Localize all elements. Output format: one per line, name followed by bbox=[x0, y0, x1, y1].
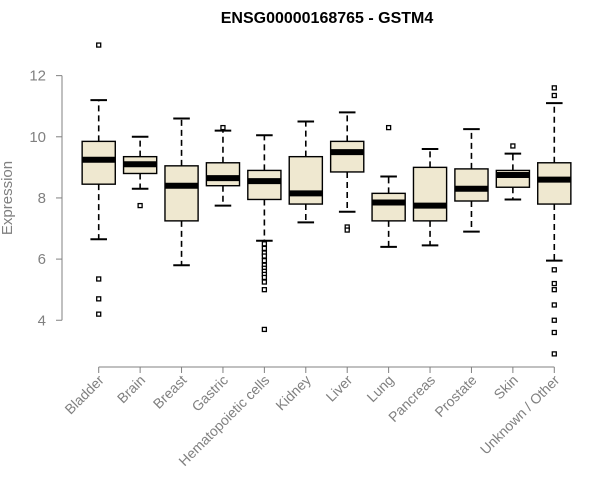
box-gastric bbox=[205, 124, 241, 207]
iqr-box bbox=[329, 140, 365, 173]
y-tick-label: 8 bbox=[38, 190, 46, 207]
iqr-box bbox=[412, 166, 448, 222]
box-lung bbox=[371, 124, 406, 248]
y-tick-label: 6 bbox=[38, 251, 46, 268]
x-tick-label: Unknown / Other bbox=[477, 372, 563, 458]
iqr-box bbox=[288, 155, 324, 205]
y-axis: 4 6 8 10 12 bbox=[29, 68, 63, 329]
outlier-point bbox=[551, 329, 557, 336]
box-kidney bbox=[288, 120, 324, 224]
iqr-box bbox=[537, 162, 572, 205]
y-tick-label: 12 bbox=[29, 68, 46, 85]
box-skin bbox=[495, 143, 531, 201]
box-hematopoietic-cells bbox=[247, 134, 282, 333]
outlier-point bbox=[261, 279, 268, 285]
box-unknown-other bbox=[537, 85, 572, 357]
outlier-point bbox=[261, 253, 268, 259]
outlier-point bbox=[96, 311, 102, 317]
y-tick-label: 4 bbox=[38, 312, 46, 329]
outlier-point bbox=[551, 280, 557, 287]
outlier-point bbox=[344, 227, 350, 233]
outlier-point bbox=[551, 317, 557, 323]
iqr-box bbox=[454, 168, 489, 202]
outlier-point bbox=[96, 42, 102, 48]
outlier-point bbox=[261, 245, 268, 252]
x-tick-label: Lung bbox=[363, 372, 396, 405]
y-tick-label: 10 bbox=[29, 129, 46, 146]
outlier-point bbox=[551, 302, 557, 308]
box-series bbox=[81, 42, 572, 357]
iqr-box bbox=[247, 169, 282, 201]
x-tick-label: Skin bbox=[490, 372, 521, 403]
x-tick-label: Brain bbox=[114, 372, 148, 406]
outlier-point bbox=[96, 276, 102, 282]
box-prostate bbox=[454, 128, 489, 233]
x-tick-label: Bladder bbox=[61, 372, 107, 418]
outlier-point bbox=[551, 92, 557, 99]
outlier-point bbox=[261, 257, 268, 264]
chart-title: ENSG00000168765 - GSTM4 bbox=[221, 10, 434, 27]
outlier-point bbox=[137, 202, 143, 209]
box-liver bbox=[329, 111, 365, 233]
outlier-point bbox=[551, 267, 557, 273]
iqr-box bbox=[371, 192, 406, 222]
box-pancreas bbox=[412, 148, 448, 247]
box-brain bbox=[122, 135, 158, 209]
x-tick-label: Liver bbox=[323, 372, 356, 405]
x-tick-label: Breast bbox=[150, 372, 190, 412]
x-tick-label: Prostate bbox=[431, 372, 479, 420]
y-axis-label: Expression bbox=[0, 161, 16, 235]
outlier-point bbox=[220, 124, 226, 131]
outlier-point bbox=[551, 85, 557, 91]
outlier-point bbox=[261, 326, 268, 333]
outlier-point bbox=[510, 143, 516, 149]
outlier-point bbox=[96, 296, 102, 302]
box-bladder bbox=[81, 42, 116, 317]
outlier-point bbox=[261, 274, 268, 281]
iqr-box bbox=[205, 162, 241, 187]
iqr-box bbox=[81, 140, 116, 185]
x-tick-label: Kidney bbox=[272, 372, 314, 414]
outlier-point bbox=[551, 351, 557, 357]
outlier-point bbox=[385, 124, 392, 131]
outlier-point bbox=[261, 287, 268, 293]
box-breast bbox=[164, 117, 199, 267]
outlier-point bbox=[551, 287, 557, 293]
iqr-box bbox=[164, 165, 199, 222]
outlier-point bbox=[261, 241, 268, 247]
